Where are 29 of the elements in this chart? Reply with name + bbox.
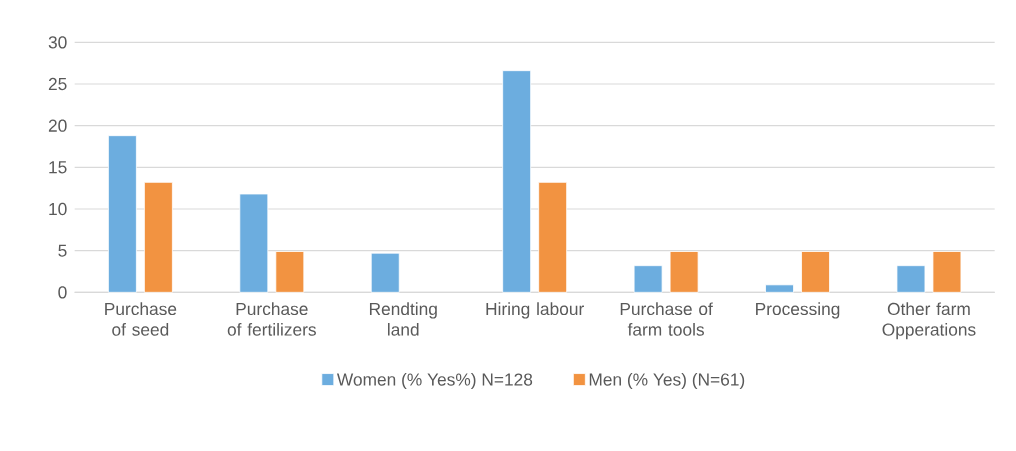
legend-label: Women (% Yes%) N=128 — [336, 372, 533, 390]
bar — [765, 284, 794, 293]
y-tick-label: 25 — [48, 77, 67, 91]
bar — [275, 251, 305, 293]
bar — [896, 265, 926, 293]
y-tick-label: 0 — [58, 286, 67, 299]
y-tick-label: 15 — [49, 161, 67, 174]
x-tick-label: Purchase of seed — [105, 302, 177, 336]
bar — [669, 251, 699, 293]
x-tick-label: Rendting land — [369, 302, 437, 336]
y-tick-label: 30 — [48, 36, 67, 49]
bar — [801, 251, 830, 293]
x-tick-label: Processing — [756, 302, 840, 319]
bar — [538, 181, 568, 293]
y-tick-label: 5 — [58, 244, 67, 257]
bar — [107, 135, 137, 293]
bar — [370, 252, 400, 293]
y-tick-label: 20 — [48, 119, 67, 132]
y-tick-label: 10 — [49, 202, 67, 216]
legend-label: Men (% Yes) (N=61) — [589, 372, 745, 390]
bar — [143, 181, 173, 293]
x-tick-label: Purchase of fertilizers — [227, 302, 316, 336]
bar — [239, 193, 269, 293]
x-tick-label: Other farm Opperations — [882, 302, 976, 340]
x-tick-label: Hiring labour — [486, 302, 584, 319]
x-tick-label: Purchase of farm tools — [620, 302, 713, 336]
bar — [633, 265, 663, 293]
bar — [502, 70, 532, 293]
bar — [932, 251, 962, 293]
